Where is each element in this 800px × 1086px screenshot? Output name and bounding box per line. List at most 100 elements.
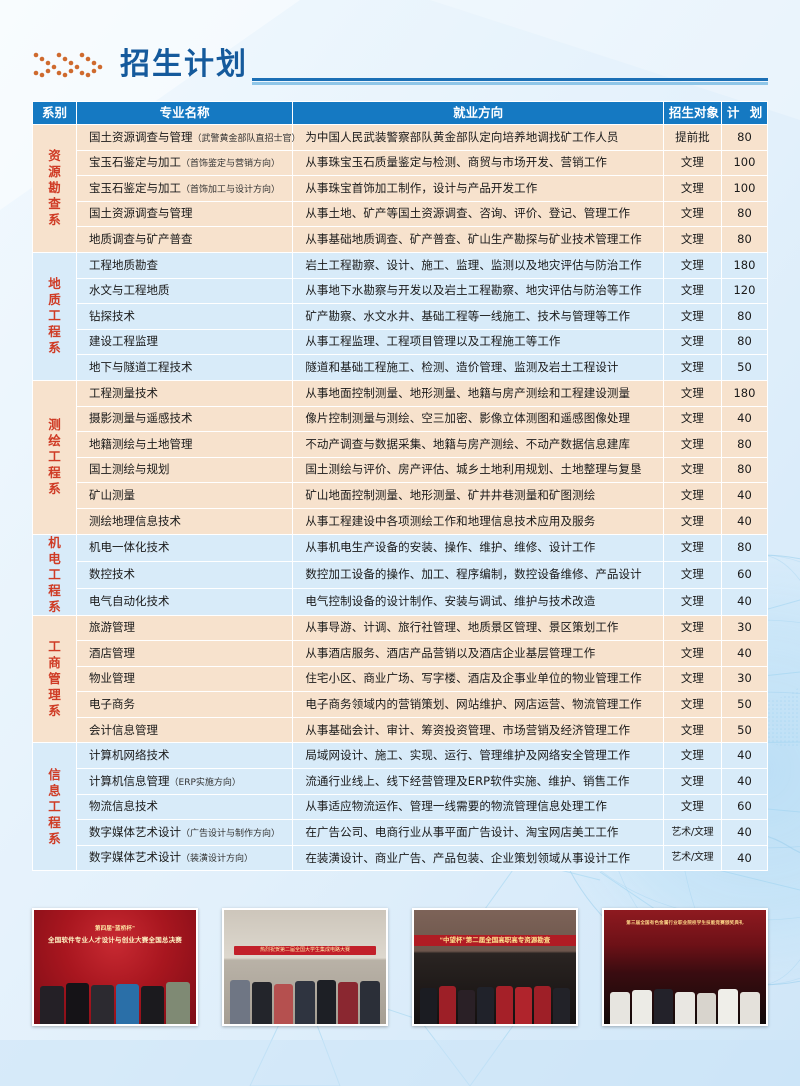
career-cell: 从事机电生产设备的安装、操作、维护、维修、设计工作 [292,533,664,562]
career-cell: 从事工程监理、工程项目管理以及工程施工等工作 [292,328,664,356]
department-char: 程 [48,582,61,598]
target-cell: 文理 [662,251,722,279]
major-direction-note: （ERP实施方向） [169,777,241,788]
photo3-banner: “中望杯”第二届全国高职高专资源勘查 [414,935,576,947]
chevron-decoration [32,51,106,79]
plan-count-cell: 40 [720,405,769,433]
major-direction-note: （首饰加工与设计方向） [181,184,281,195]
department-char: 理 [48,686,61,702]
career-cell: 住宅小区、商业广场、写字楼、酒店及企事业单位的物业管理工作 [292,665,664,693]
table-row: 电子商务 电子商务领域内的营销策划、网站维护、网店运营、物流管理工作 文理 50 [33,691,769,718]
table-row: 摄影测量与遥感技术 像片控制测量与测绘、空三加密、影像立体测图和遥感图像处理 文理 4… [33,405,769,433]
major-cell: 国土资源调查与管理 [76,200,294,228]
major-cell: 物业管理 [76,665,294,693]
target-cell: 文理 [662,303,722,330]
table-row: 信息工程系计算机网络技术 局域网设计、施工、实现、运行、管理维护及网络安全管理工作… [31,742,769,872]
target-cell: 文理 [662,149,722,177]
target-cell: 文理 [662,742,722,770]
major-cell: 计算机网络技术 [76,742,294,770]
target-cell: 文理 [662,175,722,202]
department-char: 管 [48,670,61,686]
career-cell: 在广告公司、电商行业从事平面广告设计、淘宝网店美工工作 [292,819,664,846]
table-row: 数控技术 数控加工设备的操作、加工、程序编制，数控设备维修、产品设计 文理 60 [33,560,769,589]
career-cell: 从事土地、矿产等国土资源调查、咨询、评价、登记、管理工作 [292,200,664,228]
major-cell: 物流信息技术 [76,793,294,821]
target-cell: 文理 [662,587,722,616]
plan-count-cell: 40 [720,640,769,667]
major-direction-note: （广告设计与制作方向） [181,828,281,839]
photo3-people [420,972,570,1024]
major-cell: 国土资源调查与管理（武警黄金部队直招士官） [76,124,301,151]
department-char: 质 [48,292,61,308]
page-title: 招生计划 [120,47,248,82]
plan-count-cell: 80 [720,533,769,562]
column-header-target: 招生对象 [662,101,722,125]
table-row: 物流信息技术 从事适应物流运作、管理一线需要的物流管理信息处理工作 文理 60 [33,793,769,821]
department-char: 机 [48,534,61,550]
major-cell: 工程测量技术 [76,379,294,407]
career-cell: 从事基础地质调查、矿产普查、矿山生产勘探与矿业技术管理工作 [292,226,664,253]
major-cell: 水文与工程地质 [76,277,294,305]
target-cell: 文理 [662,507,722,535]
plan-count-cell: 60 [720,560,769,589]
page-header: 招生计划 [32,42,768,88]
target-cell: 文理 [662,716,722,744]
major-cell: 工程地质勘查 [76,251,294,279]
target-cell: 文理 [662,691,722,718]
column-header-department: 系别 [31,101,78,125]
department-char: 源 [48,164,61,180]
major-direction-note: （首饰鉴定与营销方向） [181,159,281,170]
table-row: 国土资源调查与管理 从事土地、矿产等国土资源调查、咨询、评价、登记、管理工作 文理 8… [33,200,769,228]
table-row: 数字媒体艺术设计（广告设计与制作方向） 在广告公司、电商行业从事平面广告设计、淘宝… [33,819,769,846]
photo1-caption-line2: 全国软件专业人才设计与创业大赛全国总决赛 [48,937,182,944]
table-row: 水文与工程地质 从事地下水勘察与开发以及岩土工程勘察、地灾评估与防治等工作 文理 12… [33,277,769,305]
major-cell: 机电一体化技术 [76,533,294,562]
career-cell: 矿山地面控制测量、地形测量、矿井井巷测量和矿图测绘 [292,482,664,509]
table-row: 测绘工程系工程测量技术 从事地面控制测量、地形测量、地籍与房产测绘和工程建设测量文… [31,379,769,535]
table-row: 国土测绘与规划 国土测绘与评价、房产评估、城乡土地利用规划、土地整理与复垦 文理 80 [33,456,769,484]
table-row: 计算机信息管理（ERP实施方向） 流通行业线上、线下经营管理及ERP软件实施、维护… [33,768,769,795]
table-row: 电气自动化技术 电气控制设备的设计制作、安装与调试、维护与技术改造 文理 40 [33,587,769,616]
career-cell: 从事地下水勘察与开发以及岩土工程勘察、地灾评估与防治等工作 [292,277,664,305]
photo1-caption-line1: 第四届“蓝桥杯” [94,926,136,932]
target-cell: 文理 [662,560,722,589]
career-cell: 局域网设计、施工、实现、运行、管理维护及网络安全管理工作 [292,742,664,770]
table-row: 物业管理 住宅小区、商业广场、写字楼、酒店及企事业单位的物业管理工作 文理 30 [33,665,769,693]
column-header-plan: 计 划 [720,101,769,125]
plan-count-cell: 50 [720,716,769,744]
career-cell: 从事地面控制测量、地形测量、地籍与房产测绘和工程建设测量 [292,379,664,407]
major-cell: 旅游管理 [76,614,294,642]
table-row: 酒店管理 从事酒店服务、酒店产品营销以及酒店企业基层管理工作 文理 40 [33,640,769,667]
table-row: 数字媒体艺术设计（装潢设计方向） 在装潢设计、商业广告、产品包装、企业策划领域从事… [33,844,769,872]
photo2-people [230,972,380,1024]
photo2-caption: 热烈祝贺第二届全国大学生集成电路大赛 [259,947,350,954]
major-direction-note: （装潢设计方向） [181,854,254,865]
target-cell: 文理 [662,793,722,821]
target-cell: 文理 [662,768,722,795]
plan-count-cell: 50 [720,691,769,718]
plan-count-cell: 40 [720,844,769,872]
table-row: 矿山测量 矿山地面控制测量、地形测量、矿井井巷测量和矿图测绘 文理 40 [33,482,769,509]
major-cell: 地籍测绘与土地管理 [76,431,294,458]
photo-electronics-contest: 热烈祝贺第二届全国大学生集成电路大赛 [222,908,388,1026]
plan-count-cell: 120 [720,277,769,305]
plan-count-cell: 100 [720,149,769,177]
major-cell: 电子商务 [76,691,294,718]
table-row: 资源勘查系国土资源调查与管理（武警黄金部队直招士官） 为中国人民武装警察部队黄金部… [31,124,769,253]
department-char: 勘 [48,180,61,196]
major-cell: 酒店管理 [76,640,294,667]
table-row: 地质调查与矿产普查 从事基础地质调查、矿产普查、矿山生产勘探与矿业技术管理工作 文理… [33,226,769,253]
career-cell: 矿产勘察、水文水井、基础工程等一线施工、技术与管理等工作 [292,303,664,330]
photo2-banner: 热烈祝贺第二届全国大学生集成电路大赛 [233,946,377,956]
plan-count-cell: 80 [720,124,769,151]
department-char: 程 [48,814,61,830]
major-cell: 摄影测量与遥感技术 [76,405,294,433]
target-cell: 文理 [662,379,722,407]
plan-count-cell: 30 [720,614,769,642]
title-underline [252,78,768,85]
department-char: 工 [48,308,61,324]
career-cell: 从事适应物流运作、管理一线需要的物流管理信息处理工作 [292,793,664,821]
department-char: 系 [48,212,61,228]
table-row: 宝玉石鉴定与加工（首饰鉴定与营销方向） 从事珠宝玉石质量鉴定与检测、商贸与市场开发… [33,149,769,177]
career-cell: 从事导游、计调、旅行社管理、地质景区管理、景区策划工作 [292,614,664,642]
